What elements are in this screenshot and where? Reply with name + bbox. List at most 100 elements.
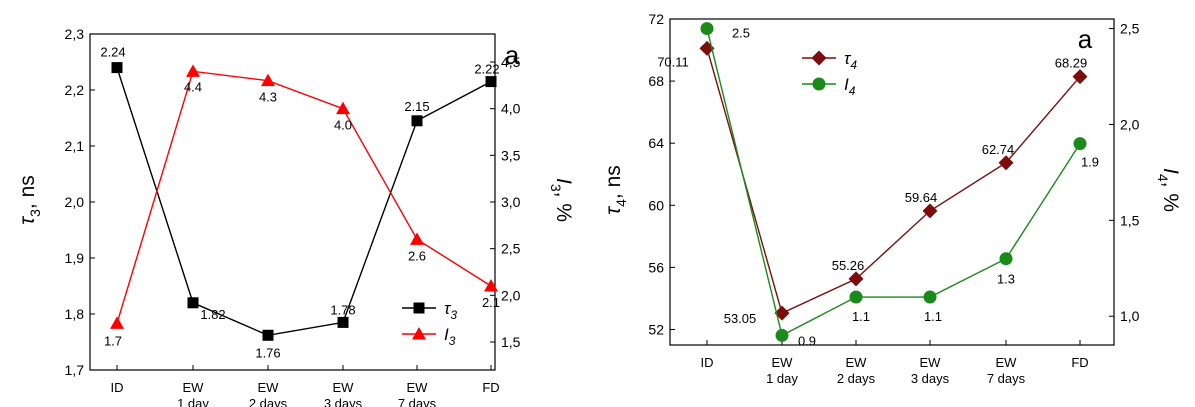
y-left-tick-label: 2,1 [65, 138, 85, 154]
x-tick-label: EW [846, 355, 868, 370]
y-left-tick-label: 60 [648, 197, 664, 213]
data-label: 0.9 [798, 333, 816, 348]
data-point-marker [111, 62, 123, 74]
plot-frame [669, 18, 1115, 346]
legend-marker [412, 327, 426, 340]
x-tick-label: 7 days [398, 396, 437, 407]
x-tick-label: 2 days [249, 396, 288, 407]
data-point-marker [848, 271, 864, 287]
y-left-tick-label: 1,7 [65, 362, 85, 378]
data-label: 1.7 [104, 333, 122, 348]
y-right-axis-title: I4, % [1155, 168, 1182, 212]
data-point-marker [411, 115, 423, 127]
data-point-marker [1073, 137, 1087, 151]
data-label: 53.05 [724, 311, 757, 326]
data-label: 1.1 [924, 309, 942, 324]
y-left-axis-title: τ3, ns [16, 175, 43, 225]
y-right-tick-label: 2,0 [501, 287, 521, 303]
y-left-axis-title: τ4, ns [602, 165, 629, 215]
y-left-tick-label: 2,3 [65, 26, 85, 42]
legend-marker [811, 50, 827, 66]
y-right-tick-label: 2,0 [1120, 116, 1140, 132]
x-tick-label: ID [701, 355, 714, 370]
series-τ3: 2.24 1.82 1.76 1.78 2.15 2.22 [100, 45, 499, 361]
data-point-marker [261, 73, 275, 87]
series-line [706, 48, 1081, 315]
data-label: 4.0 [334, 118, 352, 133]
series-line [116, 70, 492, 324]
data-point-marker [337, 316, 349, 328]
series-τ4: 70.11 53.05 55.26 59.64 62.74 68.29 [657, 40, 1088, 326]
y-left-tick-label: 52 [648, 321, 664, 337]
y-right-tick-label: 2,5 [1120, 21, 1140, 37]
data-label: 1.3 [997, 272, 1015, 287]
data-label: 62.74 [982, 142, 1015, 157]
x-tick-label: EW [407, 380, 429, 395]
data-point-marker [187, 297, 199, 309]
data-label: 55.26 [832, 258, 865, 273]
y-left-tick-label: 2,2 [65, 82, 85, 98]
y-right-tick-label: 1,5 [501, 334, 521, 350]
x-tick-label: 1 day [766, 371, 798, 386]
y-left-tick-label: 64 [648, 135, 664, 151]
data-point-marker [849, 290, 863, 304]
y-left-tick-label: 56 [648, 259, 664, 275]
x-tick-label: 3 days [911, 371, 950, 386]
x-tick-label: EW [183, 380, 205, 395]
data-label: 59.64 [905, 190, 938, 205]
x-tick-label: EW [333, 380, 355, 395]
x-tick-label: 2 days [837, 371, 876, 386]
data-label: 1.78 [330, 302, 355, 317]
data-point-marker [262, 329, 274, 341]
legend-marker [812, 77, 826, 91]
x-tick-label: EW [996, 355, 1018, 370]
data-label: 2.15 [404, 99, 429, 114]
data-point-marker [775, 328, 789, 342]
y-right-axis-title: I3, % [548, 178, 575, 222]
y-right-tick-label: 1,0 [1120, 308, 1140, 324]
legend-label: I4 [844, 75, 856, 98]
data-label: 68.29 [1055, 56, 1088, 71]
data-label: 2.24 [100, 45, 125, 60]
data-label: 70.11 [657, 54, 689, 69]
x-tick-label: EW [258, 380, 280, 395]
data-label: 2.22 [474, 62, 499, 77]
panel-letter: a [1078, 24, 1093, 54]
series-line [706, 28, 1081, 337]
x-tick-label: EW [772, 355, 794, 370]
data-point-marker [186, 64, 200, 77]
y-right-tick-label: 2,5 [501, 241, 521, 257]
data-point-marker [999, 252, 1013, 266]
y-right-tick-label: 4,0 [501, 101, 521, 117]
data-label: 2.1 [482, 295, 500, 310]
x-tick-label: FD [482, 380, 499, 395]
x-tick-label: 3 days [324, 396, 363, 407]
data-point-marker [923, 290, 937, 304]
data-point-marker [922, 203, 938, 219]
legend-label: τ4 [844, 49, 857, 72]
data-label: 2.5 [732, 26, 750, 41]
data-point-marker [410, 232, 424, 245]
x-tick-label: ID [111, 380, 124, 395]
data-label: 4.4 [184, 79, 202, 94]
legend-label: I3 [444, 325, 456, 348]
data-point-marker [110, 316, 124, 329]
data-label: 1.76 [255, 345, 280, 360]
plot-frame [89, 33, 496, 371]
data-point-marker [774, 305, 790, 321]
data-label: 1.9 [1081, 155, 1099, 170]
series-I3: 1.7 4.4 4.3 4.0 2.6 2.1 [104, 64, 500, 348]
series-I4: 2.5 0.9 1.1 1.1 1.3 1.9 [700, 22, 1099, 348]
y-left-tick-label: 68 [648, 73, 664, 89]
x-tick-label: 7 days [987, 371, 1026, 386]
y-left-tick-label: 1,9 [65, 250, 85, 266]
data-point-marker [700, 22, 714, 36]
data-label: 4.3 [259, 90, 277, 105]
y-left-tick-label: 2,0 [65, 194, 85, 210]
data-label: 1.1 [852, 309, 870, 324]
data-point-marker [485, 76, 497, 88]
data-label: 2.6 [408, 248, 426, 263]
